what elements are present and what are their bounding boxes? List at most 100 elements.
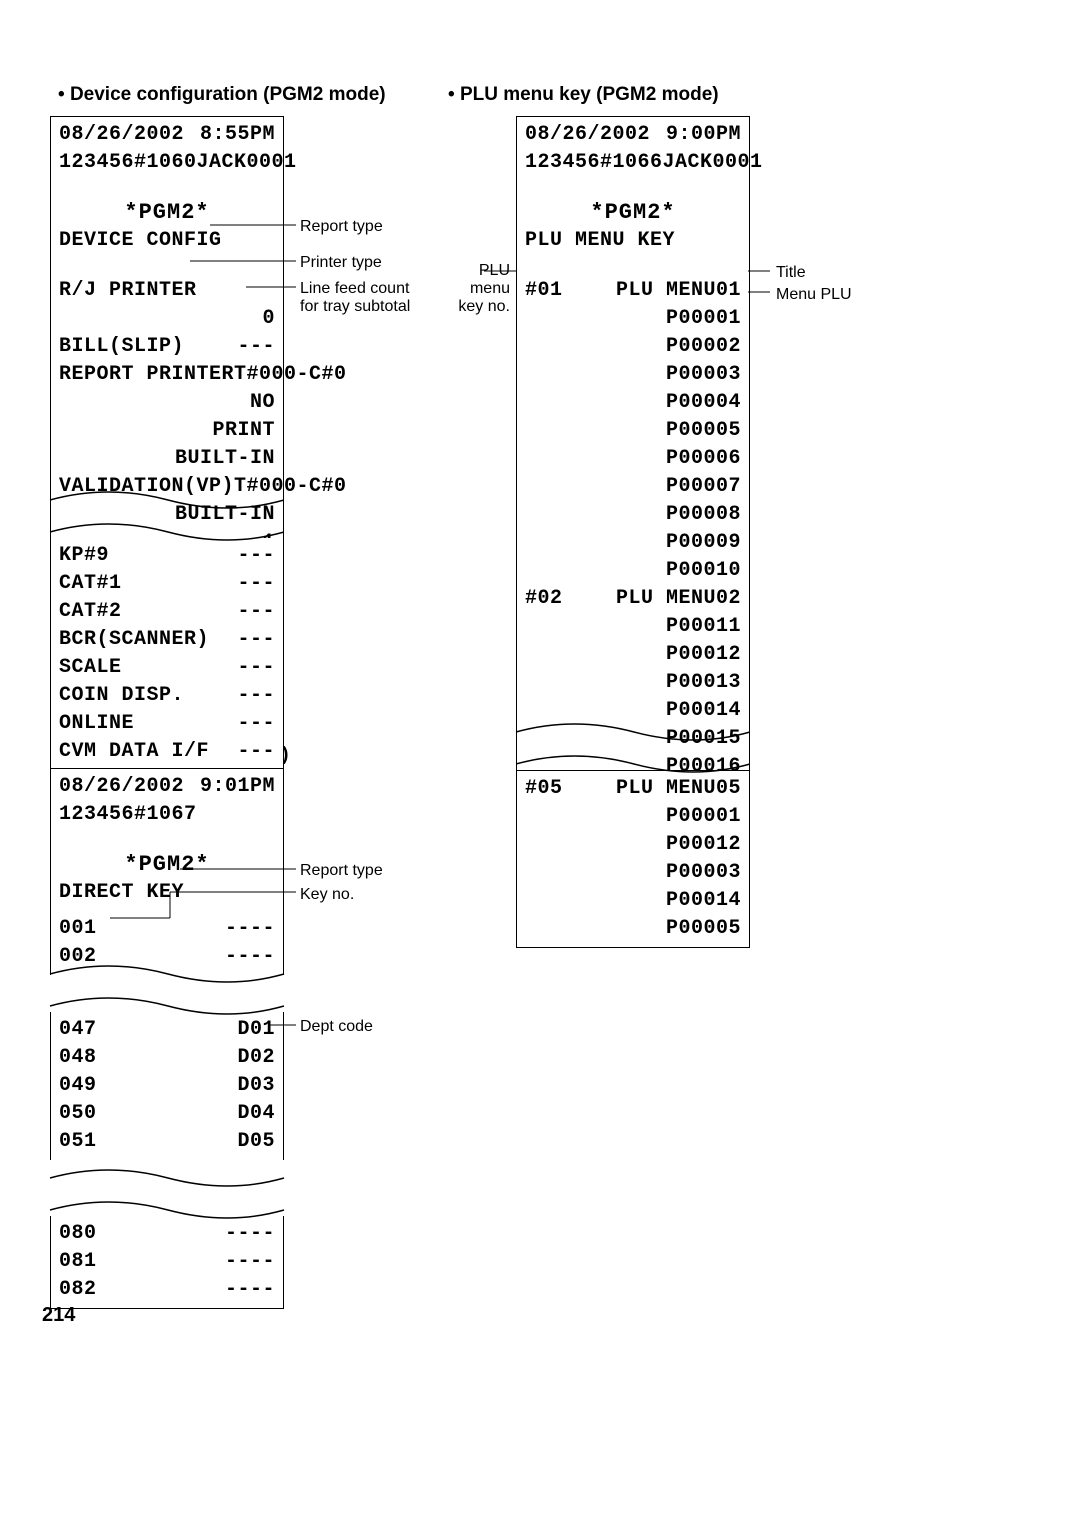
receipt-row: REPORT PRINTERT#000-C#0 <box>59 361 275 389</box>
row-left: COIN DISP. <box>59 682 184 710</box>
receipt-row: BUILT-IN <box>59 445 275 473</box>
receipt-row: CAT#1 --- <box>59 570 275 598</box>
row-right: PRINT <box>212 417 275 445</box>
callout-menu-plu: Menu PLU <box>776 286 852 304</box>
row-right: --- <box>237 570 275 598</box>
receipt-row: PRINT <box>59 417 275 445</box>
dk-time: 9:01PM <box>200 773 275 801</box>
dk-report-title: DIRECT KEY <box>59 879 184 907</box>
row-right: D04 <box>237 1100 275 1128</box>
plu-s1-title: PLU MENU01 <box>616 277 741 305</box>
callout-dept-code: Dept code <box>300 1018 373 1036</box>
receipt-row: 001 ---- <box>59 915 275 943</box>
callout-printer-type: Printer type <box>300 254 382 272</box>
row-right: --- <box>237 738 275 766</box>
receipt-item: P00012 <box>525 641 741 669</box>
row-left: 050 <box>59 1100 97 1128</box>
receipt-row: NO <box>59 389 275 417</box>
plu-s2-title: PLU MENU02 <box>616 585 741 613</box>
row-right: --- <box>237 333 275 361</box>
row-left: 001 <box>59 915 97 943</box>
receipt-item: P00005 <box>525 915 741 943</box>
row-left: ONLINE <box>59 710 134 738</box>
dk-date: 08/26/2002 <box>59 773 184 801</box>
receipt-item: P00008 <box>525 501 741 529</box>
receipt-item: P00001 <box>525 305 741 333</box>
row-left: 051 <box>59 1128 97 1156</box>
receipt-row: VALIDATION(VP)T#000-C#0 <box>59 473 275 501</box>
plu-s2-key: #02 <box>525 585 563 613</box>
callout-report-type: Report type <box>300 218 383 236</box>
receipt-item: P00011 <box>525 613 741 641</box>
dc-report-title: DEVICE CONFIG <box>59 227 222 255</box>
receipt-item: P00003 <box>525 361 741 389</box>
plu-s3-title: PLU MENU05 <box>616 775 741 803</box>
dc-jack: JACK0001 <box>197 149 297 177</box>
heading-device-config: Device configuration (PGM2 mode) <box>58 84 386 106</box>
page-number: 214 <box>42 1304 75 1327</box>
receipt-row: 049 D03 <box>59 1072 275 1100</box>
row-left: SCALE <box>59 654 122 682</box>
row-left: REPORT PRINTER <box>59 361 234 389</box>
receipt-item: P00014 <box>525 697 741 725</box>
dc-mode: *PGM2* <box>59 199 275 227</box>
row-right: BUILT-IN <box>175 501 275 529</box>
row-left: 047 <box>59 1016 97 1044</box>
row-right: BUILT-IN <box>175 445 275 473</box>
receipt-row: BILL(SLIP) --- <box>59 333 275 361</box>
row-right: --- <box>237 626 275 654</box>
receipt-direct-key-3: 080----081----082---- <box>50 1216 284 1309</box>
row-right: ---- <box>225 1276 275 1304</box>
plu-mode: *PGM2* <box>525 199 741 227</box>
row-right: NO <box>250 389 275 417</box>
row-right: ---- <box>225 943 275 971</box>
receipt-row: 002 ---- <box>59 943 275 971</box>
receipt-item: P00006 <box>525 445 741 473</box>
row-right: D03 <box>237 1072 275 1100</box>
receipt-row: 082 ---- <box>59 1276 275 1304</box>
row-left: 081 <box>59 1248 97 1276</box>
row-left: 080 <box>59 1220 97 1248</box>
receipt-item: P00015 <box>525 725 741 753</box>
row-left: 049 <box>59 1072 97 1100</box>
row-right: ---- <box>225 1220 275 1248</box>
plu-jack: JACK0001 <box>663 149 763 177</box>
receipt-row: 051 D05 <box>59 1128 275 1156</box>
row-right: D05 <box>237 1128 275 1156</box>
row-left: R/J PRINTER <box>59 277 197 305</box>
receipt-item: P00002 <box>525 333 741 361</box>
receipt-row: 080 ---- <box>59 1220 275 1248</box>
row-left: 082 <box>59 1276 97 1304</box>
receipt-row: CVM DATA I/F--- <box>59 738 275 766</box>
receipt-item: P00012 <box>525 831 741 859</box>
receipt-row: KP#9--- <box>59 542 275 570</box>
row-right: ---- <box>225 915 275 943</box>
row-left: CAT#2 <box>59 598 122 626</box>
receipt-item: P00003 <box>525 859 741 887</box>
receipt-device-config-top: 08/26/20028:55PM 123456#1060JACK0001 *PG… <box>50 116 284 589</box>
receipt-item: P00013 <box>525 669 741 697</box>
callout-key-no: Key no. <box>300 886 354 904</box>
receipt-row: BUILT-IN <box>59 501 275 529</box>
receipt-row: BCR(SCANNER) --- <box>59 626 275 654</box>
row-right: --- <box>237 542 275 570</box>
plu-report-title: PLU MENU KEY <box>525 227 675 255</box>
row-right: D01 <box>237 1016 275 1044</box>
plu-s3-key: #05 <box>525 775 563 803</box>
receipt-row: ONLINE --- <box>59 710 275 738</box>
receipt-item: P00014 <box>525 887 741 915</box>
receipt-item: P00010 <box>525 557 741 585</box>
heading-plu-menu: PLU menu key (PGM2 mode) <box>448 84 719 106</box>
row-left: CAT#1 <box>59 570 122 598</box>
receipt-item: P00007 <box>525 473 741 501</box>
receipt-item: P00001 <box>525 803 741 831</box>
receipt-item: P00004 <box>525 389 741 417</box>
dk-mode: *PGM2* <box>59 851 275 879</box>
row-left: 002 <box>59 943 97 971</box>
row-left: BILL(SLIP) <box>59 333 184 361</box>
receipt-row: CAT#2--- <box>59 598 275 626</box>
row-right: --- <box>237 710 275 738</box>
row-left: BCR(SCANNER) <box>59 626 209 654</box>
row-right: D02 <box>237 1044 275 1072</box>
callout-plu-menu-key-no: PLU menu key no. <box>448 262 510 316</box>
